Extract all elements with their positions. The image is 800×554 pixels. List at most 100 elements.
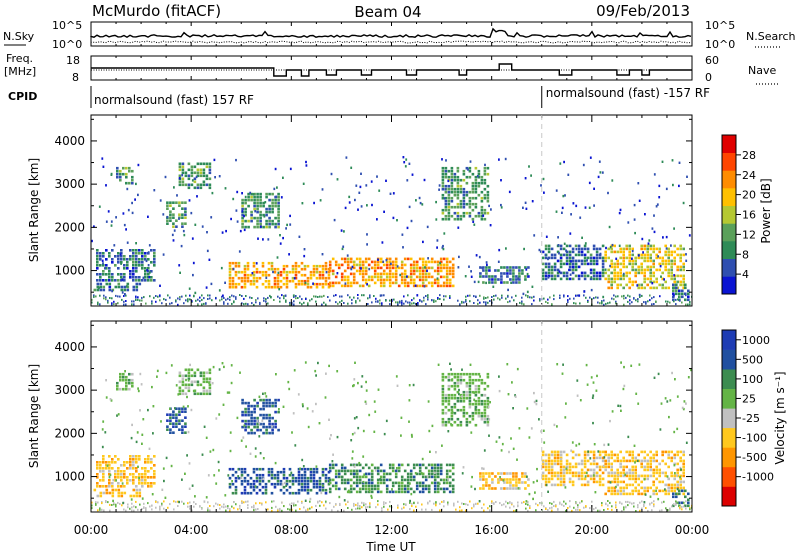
heatmap-cell bbox=[676, 483, 679, 487]
heatmap-cell bbox=[485, 472, 488, 475]
heatmap-cell bbox=[197, 298, 199, 301]
heatmap-cell bbox=[586, 383, 589, 386]
heatmap-cell bbox=[138, 488, 142, 492]
heatmap-cell bbox=[262, 422, 265, 426]
heatmap-cell bbox=[480, 208, 484, 212]
heatmap-cell bbox=[214, 176, 216, 179]
heatmap-cell bbox=[451, 490, 455, 494]
heatmap-cell bbox=[141, 485, 144, 488]
heatmap-cell bbox=[673, 486, 676, 490]
heatmap-cell bbox=[494, 487, 497, 490]
heatmap-cell bbox=[396, 467, 398, 470]
heatmap-cell bbox=[116, 172, 119, 176]
heatmap-cell bbox=[601, 268, 605, 272]
heatmap-cell bbox=[184, 472, 186, 475]
heatmap-cell bbox=[575, 247, 578, 251]
heatmap-cell bbox=[483, 166, 487, 170]
heatmap-cell bbox=[550, 277, 554, 281]
heatmap-cell bbox=[555, 505, 557, 508]
heatmap-cell bbox=[547, 262, 551, 266]
heatmap-cell bbox=[364, 487, 368, 491]
heatmap-cell bbox=[468, 414, 472, 418]
heatmap-cell bbox=[250, 428, 253, 432]
heatmap-cell bbox=[191, 484, 194, 487]
heatmap-cell bbox=[387, 508, 389, 511]
heatmap-cell bbox=[355, 269, 359, 273]
heatmap-cell bbox=[424, 478, 428, 482]
heatmap-cell bbox=[208, 371, 212, 375]
heatmap-cell bbox=[639, 509, 641, 512]
heatmap-cell bbox=[391, 469, 395, 473]
heatmap-cell bbox=[213, 158, 216, 162]
heatmap-cell bbox=[451, 272, 455, 276]
heatmap-cell bbox=[661, 256, 664, 260]
heatmap-cell bbox=[604, 259, 607, 263]
heatmap-cell bbox=[178, 371, 182, 375]
heatmap-cell bbox=[241, 410, 244, 414]
heatmap-cell bbox=[251, 302, 253, 305]
heatmap-cell bbox=[439, 502, 441, 505]
heatmap-cell bbox=[483, 217, 487, 221]
heatmap-cell bbox=[253, 506, 255, 509]
heatmap-cell bbox=[394, 490, 398, 494]
heatmap-cell bbox=[445, 284, 449, 288]
heatmap-cell bbox=[123, 285, 127, 289]
heatmap-cell bbox=[153, 296, 155, 299]
heatmap-cell bbox=[172, 413, 175, 416]
heatmap-cell bbox=[640, 450, 643, 454]
heatmap-cell bbox=[447, 402, 451, 406]
heatmap-cell bbox=[161, 302, 163, 305]
heatmap-cell bbox=[253, 201, 256, 205]
heatmap-cell bbox=[671, 505, 673, 508]
heatmap-cell bbox=[363, 504, 365, 507]
heatmap-cell bbox=[643, 503, 645, 506]
heatmap-cell bbox=[474, 187, 478, 191]
heatmap-cell bbox=[108, 267, 111, 270]
heatmap-cell bbox=[155, 300, 157, 303]
heatmap-cell bbox=[637, 256, 640, 260]
heatmap-cell bbox=[371, 203, 373, 207]
heatmap-cell bbox=[616, 471, 619, 475]
heatmap-cell bbox=[265, 225, 268, 229]
heatmap-cell bbox=[346, 260, 350, 264]
heatmap-cell bbox=[604, 253, 607, 257]
heatmap-cell bbox=[259, 210, 262, 214]
heatmap-cell bbox=[353, 417, 356, 420]
heatmap-cell bbox=[328, 469, 332, 473]
heatmap-cell bbox=[613, 250, 616, 254]
heatmap-cell bbox=[418, 257, 422, 261]
heatmap-cell bbox=[244, 425, 247, 429]
heatmap-cell bbox=[358, 475, 362, 479]
heatmap-cell bbox=[374, 410, 377, 413]
heatmap-cell bbox=[583, 253, 587, 257]
heatmap-cell bbox=[584, 242, 587, 245]
heatmap-cell bbox=[181, 295, 183, 298]
heatmap-cell bbox=[236, 190, 239, 194]
heatmap-cell bbox=[510, 437, 512, 440]
heatmap-cell bbox=[574, 265, 578, 269]
heatmap-cell bbox=[144, 270, 147, 273]
heatmap-cell bbox=[487, 301, 489, 304]
heatmap-cell bbox=[675, 503, 677, 506]
heatmap-cell bbox=[494, 275, 497, 278]
heatmap-cell bbox=[247, 192, 250, 196]
heatmap-cell bbox=[681, 505, 683, 508]
heatmap-cell bbox=[365, 503, 367, 506]
heatmap-cell bbox=[293, 277, 296, 280]
heatmap-cell bbox=[583, 290, 586, 293]
heatmap-cell bbox=[202, 377, 206, 381]
heatmap-cell bbox=[228, 285, 232, 289]
heatmap-cell bbox=[360, 205, 363, 208]
heatmap-cell bbox=[521, 272, 524, 275]
heatmap-cell bbox=[357, 297, 359, 300]
heatmap-cell bbox=[259, 428, 262, 432]
heatmap-cell bbox=[291, 473, 295, 477]
heatmap-cell bbox=[601, 504, 603, 507]
heatmap-cell bbox=[498, 436, 501, 439]
heatmap-cell bbox=[483, 414, 487, 418]
heatmap-cell bbox=[442, 263, 446, 267]
heatmap-cell bbox=[427, 490, 431, 494]
heatmap-cell bbox=[530, 174, 532, 177]
heatmap-cell bbox=[406, 487, 410, 491]
heatmap-cell bbox=[385, 179, 387, 182]
